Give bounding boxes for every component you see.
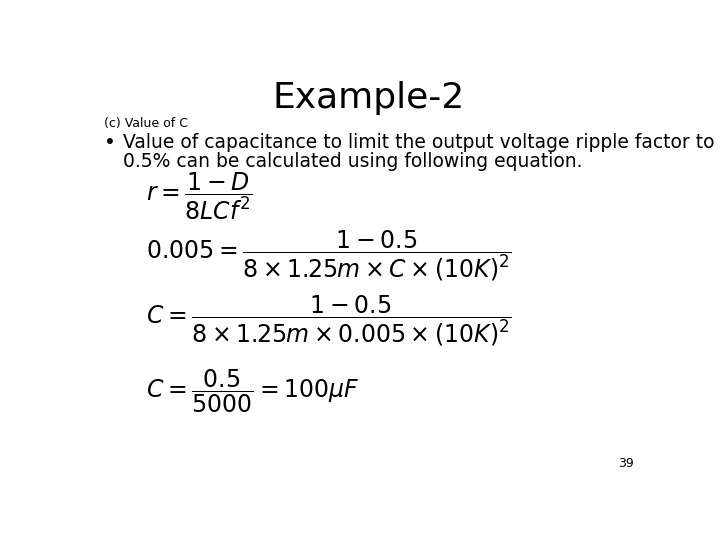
Text: 39: 39 [618, 457, 634, 470]
Text: $0.005 = \dfrac{1-0.5}{8 \times 1.25m \times C \times (10K)^{2}}$: $0.005 = \dfrac{1-0.5}{8 \times 1.25m \t… [145, 228, 511, 284]
Text: Example-2: Example-2 [273, 82, 465, 116]
Text: •: • [104, 133, 116, 152]
Text: $C = \dfrac{1-0.5}{8 \times 1.25m \times 0.005 \times (10K)^{2}}$: $C = \dfrac{1-0.5}{8 \times 1.25m \times… [145, 293, 511, 348]
Text: $C = \dfrac{0.5}{5000} = 100\mu F$: $C = \dfrac{0.5}{5000} = 100\mu F$ [145, 368, 359, 415]
Text: $r = \dfrac{1-D}{8LCf^{2}}$: $r = \dfrac{1-D}{8LCf^{2}}$ [145, 170, 253, 221]
Text: (c) Value of C: (c) Value of C [104, 117, 188, 130]
Text: 0.5% can be calculated using following equation.: 0.5% can be calculated using following e… [124, 152, 583, 171]
Text: Value of capacitance to limit the output voltage ripple factor to: Value of capacitance to limit the output… [124, 133, 715, 152]
